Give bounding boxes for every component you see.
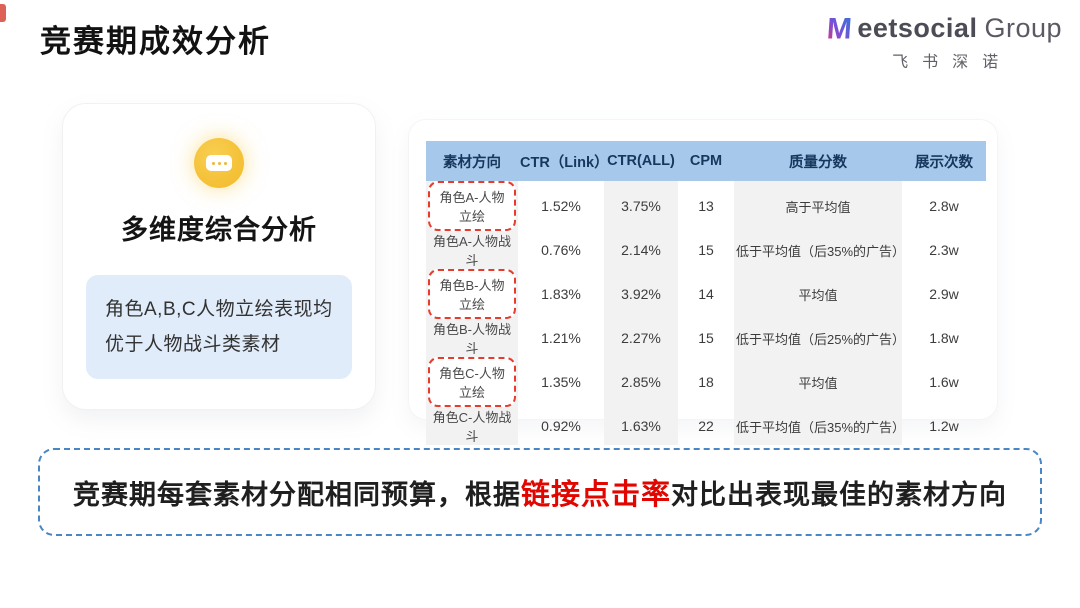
cell-ctr-all: 2.14% — [604, 231, 678, 269]
corner-accent-mark — [0, 4, 6, 22]
cell-quality: 平均值 — [734, 357, 902, 407]
table-row: 角色C-人物战斗 0.92% 1.63% 22 低于平均值（后35%的广告） 1.2w — [426, 407, 986, 445]
metrics-table: 素材方向 CTR（Link） CTR(ALL) CPM 质量分数 展示次数 角色… — [426, 141, 986, 445]
cell-impressions: 2.3w — [929, 242, 959, 258]
cell-cpm: 22 — [698, 418, 714, 434]
cell-impressions: 2.8w — [929, 198, 959, 214]
header-ctr-all: CTR(ALL) — [604, 141, 678, 181]
cell-direction: 角色B-人物立绘 — [426, 269, 518, 319]
cell-ctr-link: 0.92% — [541, 418, 581, 434]
cell-ctr-all: 3.75% — [604, 181, 678, 231]
cell-cpm: 13 — [698, 198, 714, 214]
cell-cpm: 14 — [698, 286, 714, 302]
cell-impressions: 1.6w — [929, 374, 959, 390]
chat-bubble-icon — [194, 138, 244, 188]
company-logo: M eetsocial Group 飞书深诺 — [828, 12, 1062, 72]
table-row: 角色A-人物立绘 1.52% 3.75% 13 高于平均值 2.8w — [426, 181, 986, 231]
cell-cpm: 18 — [698, 374, 714, 390]
table-row: 角色A-人物战斗 0.76% 2.14% 15 低于平均值（后35%的广告） 2.3w — [426, 231, 986, 269]
meetsocial-m-icon: M — [828, 13, 853, 44]
cell-ctr-link: 1.21% — [541, 330, 581, 346]
table-header-row: 素材方向 CTR（Link） CTR(ALL) CPM 质量分数 展示次数 — [426, 141, 986, 181]
cell-ctr-link: 1.35% — [541, 374, 581, 390]
cell-ctr-link: 0.76% — [541, 242, 581, 258]
cell-direction: 角色A-人物战斗 — [426, 231, 518, 269]
direction-label: 角色B-人物战斗 — [432, 322, 511, 356]
cell-impressions: 1.8w — [929, 330, 959, 346]
cell-impressions: 1.2w — [929, 418, 959, 434]
cell-ctr-all: 1.63% — [604, 407, 678, 445]
logo-brand-text: eetsocial — [857, 12, 978, 43]
cell-ctr-all: 3.92% — [604, 269, 678, 319]
header-quality: 质量分数 — [734, 141, 902, 181]
cell-quality: 低于平均值（后35%的广告） — [734, 407, 905, 445]
summary-card: 多维度综合分析 角色A,B,C人物立绘表现均优于人物战斗类素材 — [62, 103, 376, 410]
summary-note: 角色A,B,C人物立绘表现均优于人物战斗类素材 — [86, 275, 352, 380]
table-row: 角色B-人物战斗 1.21% 2.27% 15 低于平均值（后25%的广告） 1.8w — [426, 319, 986, 357]
banner-text-before: 竞赛期每套素材分配相同预算，根据 — [72, 479, 521, 510]
summary-heading: 多维度综合分析 — [121, 215, 317, 245]
logo-group-text: Group — [984, 12, 1062, 43]
cell-direction: 角色C-人物立绘 — [426, 357, 518, 407]
direction-label: 角色A-人物战斗 — [432, 234, 511, 268]
banner-text-after: 对比出表现最佳的素材方向 — [671, 479, 1007, 510]
direction-highlight-box: 角色B-人物立绘 — [428, 269, 516, 319]
cell-direction: 角色A-人物立绘 — [426, 181, 518, 231]
banner-highlight: 链接点击率 — [520, 479, 671, 511]
cell-cpm: 15 — [698, 330, 714, 346]
cell-direction: 角色C-人物战斗 — [426, 407, 518, 445]
cell-quality: 高于平均值 — [734, 181, 902, 231]
cell-ctr-all: 2.27% — [604, 319, 678, 357]
cell-ctr-link: 1.52% — [541, 198, 581, 214]
conclusion-banner: 竞赛期每套素材分配相同预算，根据 链接点击率 对比出表现最佳的素材方向 — [38, 448, 1042, 536]
svg-text:M: M — [828, 13, 853, 44]
direction-label: 角色C-人物战斗 — [432, 410, 512, 444]
cell-ctr-all: 2.85% — [604, 357, 678, 407]
cell-direction: 角色B-人物战斗 — [426, 319, 518, 357]
direction-highlight-box: 角色A-人物立绘 — [428, 181, 516, 231]
table-row: 角色B-人物立绘 1.83% 3.92% 14 平均值 2.9w — [426, 269, 986, 319]
table-row: 角色C-人物立绘 1.35% 2.85% 18 平均值 1.6w — [426, 357, 986, 407]
cell-quality: 低于平均值（后25%的广告） — [734, 319, 905, 357]
metrics-table-card: 素材方向 CTR（Link） CTR(ALL) CPM 质量分数 展示次数 角色… — [408, 119, 998, 445]
header-direction: 素材方向 — [426, 141, 518, 181]
cell-quality: 平均值 — [734, 269, 902, 319]
cell-impressions: 2.9w — [929, 286, 959, 302]
page-title: 竞赛期成效分析 — [40, 24, 271, 59]
direction-highlight-box: 角色C-人物立绘 — [428, 357, 516, 407]
header-cpm: CPM — [678, 141, 734, 181]
header-ctr-link: CTR（Link） — [518, 141, 609, 181]
logo-subtext: 飞书深诺 — [892, 54, 1013, 71]
cell-cpm: 15 — [698, 242, 714, 258]
cell-quality: 低于平均值（后35%的广告） — [734, 231, 905, 269]
cell-ctr-link: 1.83% — [541, 286, 581, 302]
header-impressions: 展示次数 — [902, 141, 986, 181]
